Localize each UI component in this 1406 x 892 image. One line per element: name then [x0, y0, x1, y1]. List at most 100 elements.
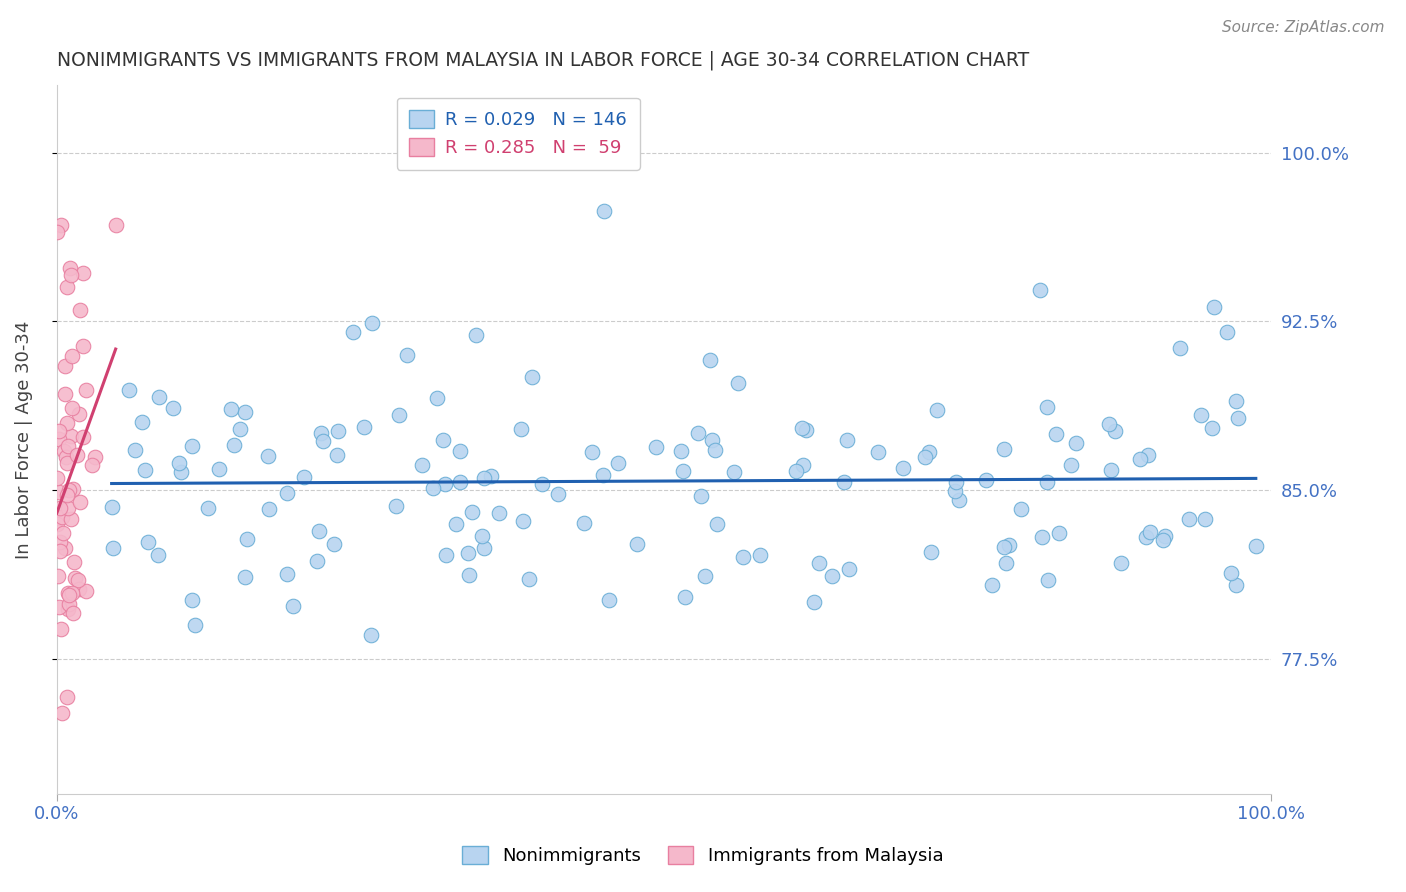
Point [785, 464, 807, 478]
Text: Source: ZipAtlas.com: Source: ZipAtlas.com [1222, 20, 1385, 35]
Point [731, 550, 754, 565]
Point [792, 458, 814, 473]
Point [56, 280, 79, 294]
Point [1216, 325, 1239, 339]
Point [56, 456, 79, 470]
Point [229, 422, 252, 436]
Point [60, 349, 83, 363]
Point [1036, 400, 1059, 414]
Point [395, 348, 418, 362]
Point [65, 571, 87, 585]
Point [69, 495, 91, 509]
Point [626, 537, 648, 551]
Point [46, 568, 69, 582]
Point [170, 465, 193, 479]
Point [385, 500, 408, 514]
Point [51, 218, 73, 232]
Point [1227, 411, 1250, 425]
Point [918, 445, 941, 459]
Point [1035, 475, 1057, 490]
Point [981, 578, 1004, 592]
Point [572, 516, 595, 530]
Point [688, 425, 710, 440]
Point [48, 432, 70, 446]
Point [309, 426, 332, 441]
Point [60, 401, 83, 415]
Point [49, 622, 72, 636]
Point [219, 401, 242, 416]
Point [592, 467, 614, 482]
Point [58, 598, 80, 612]
Point [60, 512, 83, 526]
Point [943, 484, 966, 499]
Point [45, 517, 67, 532]
Point [326, 448, 349, 462]
Point [66, 573, 89, 587]
Point [838, 562, 860, 576]
Point [49, 535, 72, 549]
Point [208, 462, 231, 476]
Point [124, 442, 146, 457]
Point [49, 500, 72, 515]
Point [1104, 424, 1126, 438]
Point [56, 690, 79, 705]
Point [1154, 529, 1177, 543]
Point [84, 450, 107, 464]
Point [72, 339, 94, 353]
Point [72, 429, 94, 443]
Point [1244, 539, 1267, 553]
Point [673, 590, 696, 604]
Point [63, 555, 86, 569]
Point [256, 449, 278, 463]
Point [69, 302, 91, 317]
Point [197, 501, 219, 516]
Point [1098, 417, 1121, 431]
Point [1168, 341, 1191, 355]
Point [669, 443, 692, 458]
Point [51, 706, 73, 720]
Point [803, 595, 825, 609]
Point [1036, 574, 1059, 588]
Point [465, 327, 488, 342]
Point [807, 556, 830, 570]
Point [136, 534, 159, 549]
Point [891, 461, 914, 475]
Point [59, 261, 82, 276]
Text: NONIMMIGRANTS VS IMMIGRANTS FROM MALAYSIA IN LABOR FORCE | AGE 30-34 CORRELATION: NONIMMIGRANTS VS IMMIGRANTS FROM MALAYSI… [56, 51, 1029, 70]
Point [974, 473, 997, 487]
Point [1010, 501, 1032, 516]
Point [1135, 530, 1157, 544]
Point [411, 458, 433, 472]
Point [474, 541, 496, 555]
Point [512, 514, 534, 528]
Point [1202, 300, 1225, 314]
Point [51, 509, 73, 524]
Point [994, 556, 1017, 570]
Point [1178, 511, 1201, 525]
Point [510, 422, 533, 436]
Point [56, 585, 79, 599]
Point [444, 516, 467, 531]
Point [52, 525, 75, 540]
Point [58, 483, 80, 497]
Point [434, 548, 457, 562]
Point [700, 434, 723, 448]
Point [866, 445, 889, 459]
Point [479, 469, 502, 483]
Point [1194, 511, 1216, 525]
Point [592, 203, 614, 218]
Point [488, 506, 510, 520]
Point [1101, 462, 1123, 476]
Point [693, 569, 716, 583]
Point [233, 405, 256, 419]
Point [1047, 526, 1070, 541]
Point [48, 485, 70, 500]
Point [100, 500, 122, 515]
Point [1064, 436, 1087, 450]
Point [457, 545, 479, 559]
Point [131, 415, 153, 429]
Point [53, 541, 76, 555]
Point [1109, 556, 1132, 570]
Point [598, 592, 620, 607]
Point [837, 433, 859, 447]
